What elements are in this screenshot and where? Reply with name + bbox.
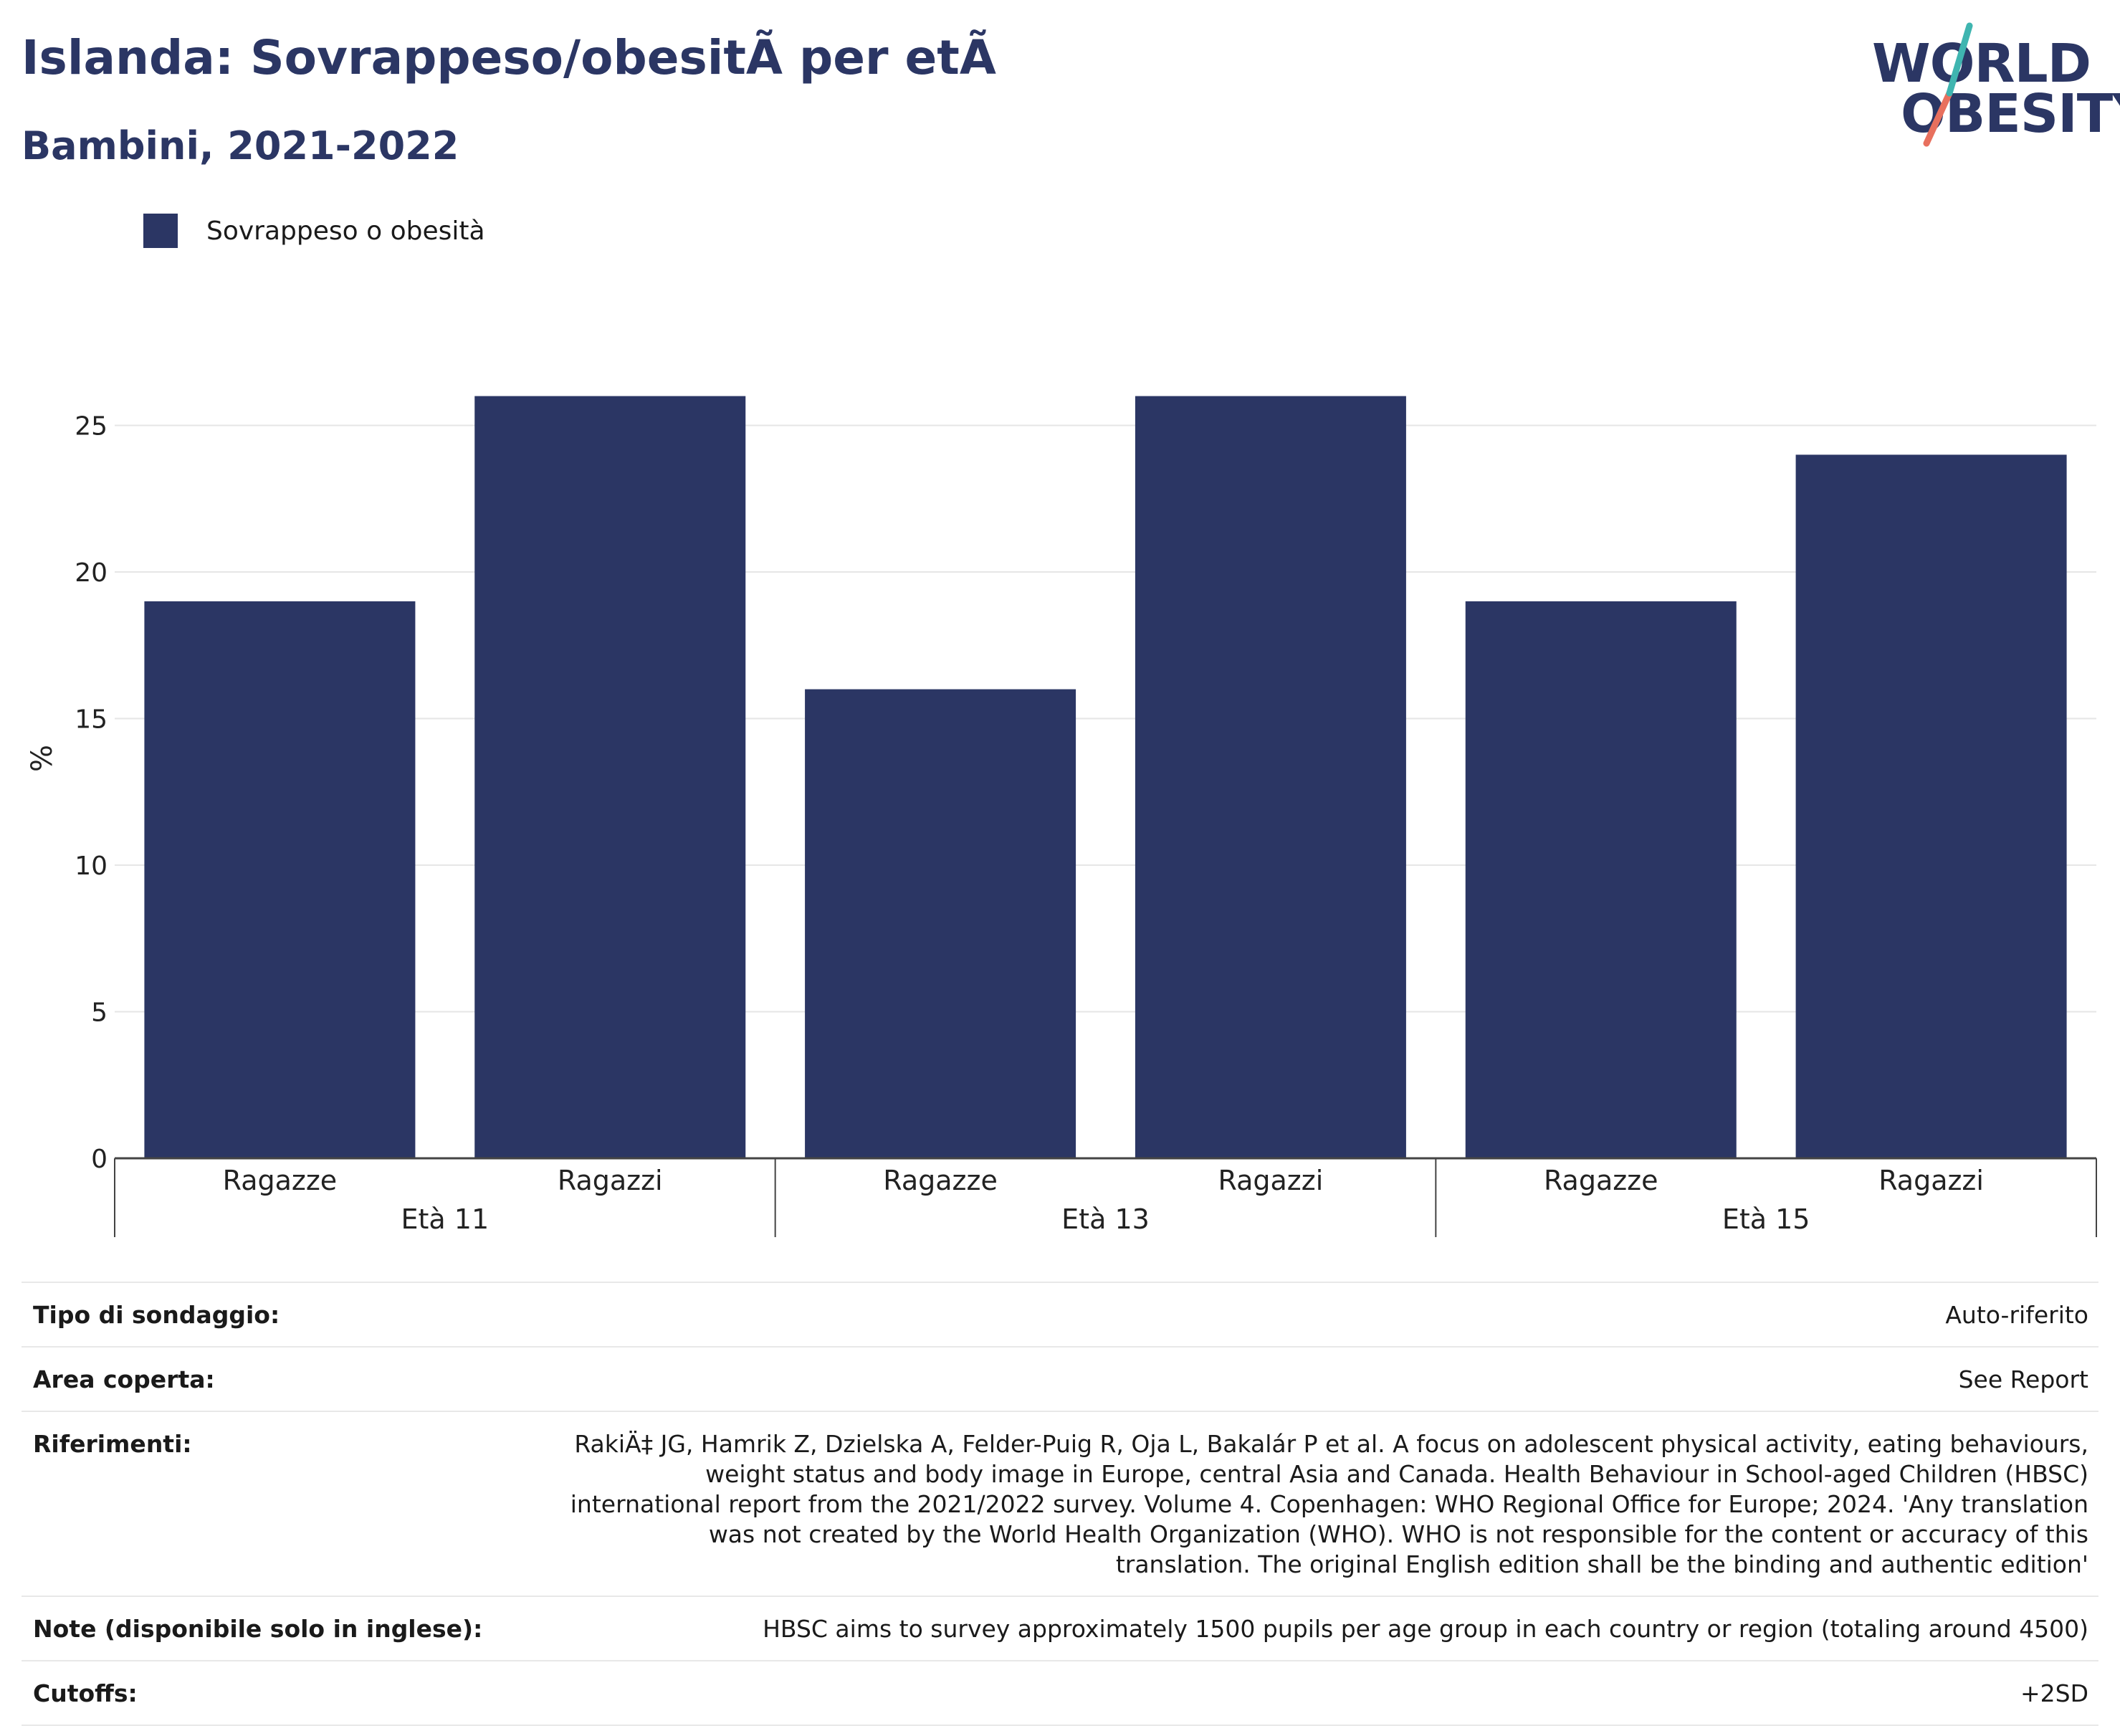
y-tick-label: 5 [91, 998, 108, 1028]
info-key: Note (disponibile solo in inglese): [33, 1615, 483, 1643]
x-category-label: Ragazzi [1218, 1165, 1324, 1196]
bar [474, 396, 746, 1158]
logo-line-1: WORLD [1872, 33, 2091, 95]
chart-title: Islanda: Sovrappeso/obesitÃ per etÃ [22, 30, 996, 85]
y-tick-label: 25 [75, 412, 108, 442]
bar [1135, 396, 1406, 1158]
bar [1465, 601, 1737, 1158]
chart-subtitle: Bambini, 2021-2022 [22, 123, 459, 168]
legend-swatch [143, 214, 178, 248]
y-tick-label: 15 [75, 705, 108, 735]
legend: Sovrappeso o obesità [143, 212, 485, 249]
info-value: RakiÄ‡ JG, Hamrik Z, Dzielska A, Felder-… [570, 1430, 2088, 1578]
info-row: Note (disponibile solo in inglese): HBSC … [22, 1596, 2098, 1660]
legend-label: Sovrappeso o obesità [206, 216, 485, 246]
bar [805, 689, 1076, 1158]
info-value: +2SD [2020, 1679, 2088, 1707]
x-category-label: Ragazze [1544, 1165, 1658, 1196]
x-category-label: Ragazze [883, 1165, 998, 1196]
x-group-label: Età 13 [1061, 1203, 1150, 1235]
info-row: Cutoffs: +2SD [22, 1660, 2098, 1726]
y-tick-label: 20 [75, 558, 108, 588]
bar [1795, 454, 2067, 1158]
info-row: Tipo di sondaggio: Auto-riferito [22, 1282, 2098, 1346]
info-row: Area coperta: See Report [22, 1346, 2098, 1411]
logo-slash-icon [1923, 22, 1973, 147]
bar-chart: 0 5 10 15 20 25% Ragazze Ragazzi Età 11 Ragazze Ra… [26, 396, 2097, 1237]
info-table: Tipo di sondaggio: Auto-riferito Area cope… [22, 1282, 2098, 1726]
info-value: Auto-riferito [1945, 1301, 2088, 1329]
x-category-label: Ragazzi [558, 1165, 663, 1196]
info-value: See Report [1958, 1365, 2088, 1393]
x-group-label: Età 11 [401, 1203, 490, 1235]
info-value: HBSC aims to survey approximately 1500 p… [763, 1615, 2088, 1643]
x-group-label: Età 15 [1722, 1203, 1810, 1235]
info-row: Riferimenti: RakiÄ‡ JG, Hamrik Z, Dzielsk… [22, 1411, 2098, 1596]
info-key: Tipo di sondaggio: [33, 1301, 280, 1329]
info-key: Area coperta: [33, 1365, 215, 1393]
info-key: Riferimenti: [33, 1430, 192, 1458]
info-key: Cutoffs: [33, 1679, 138, 1707]
y-tick-label: 10 [75, 852, 108, 881]
bar [144, 601, 416, 1158]
x-category-label: Ragazzi [1878, 1165, 1984, 1196]
y-tick-label: 0 [91, 1145, 108, 1174]
world-obesity-logo: WORLD OBESITY [1863, 22, 2120, 151]
y-axis-label: % [26, 745, 59, 772]
x-category-label: Ragazze [223, 1165, 338, 1196]
